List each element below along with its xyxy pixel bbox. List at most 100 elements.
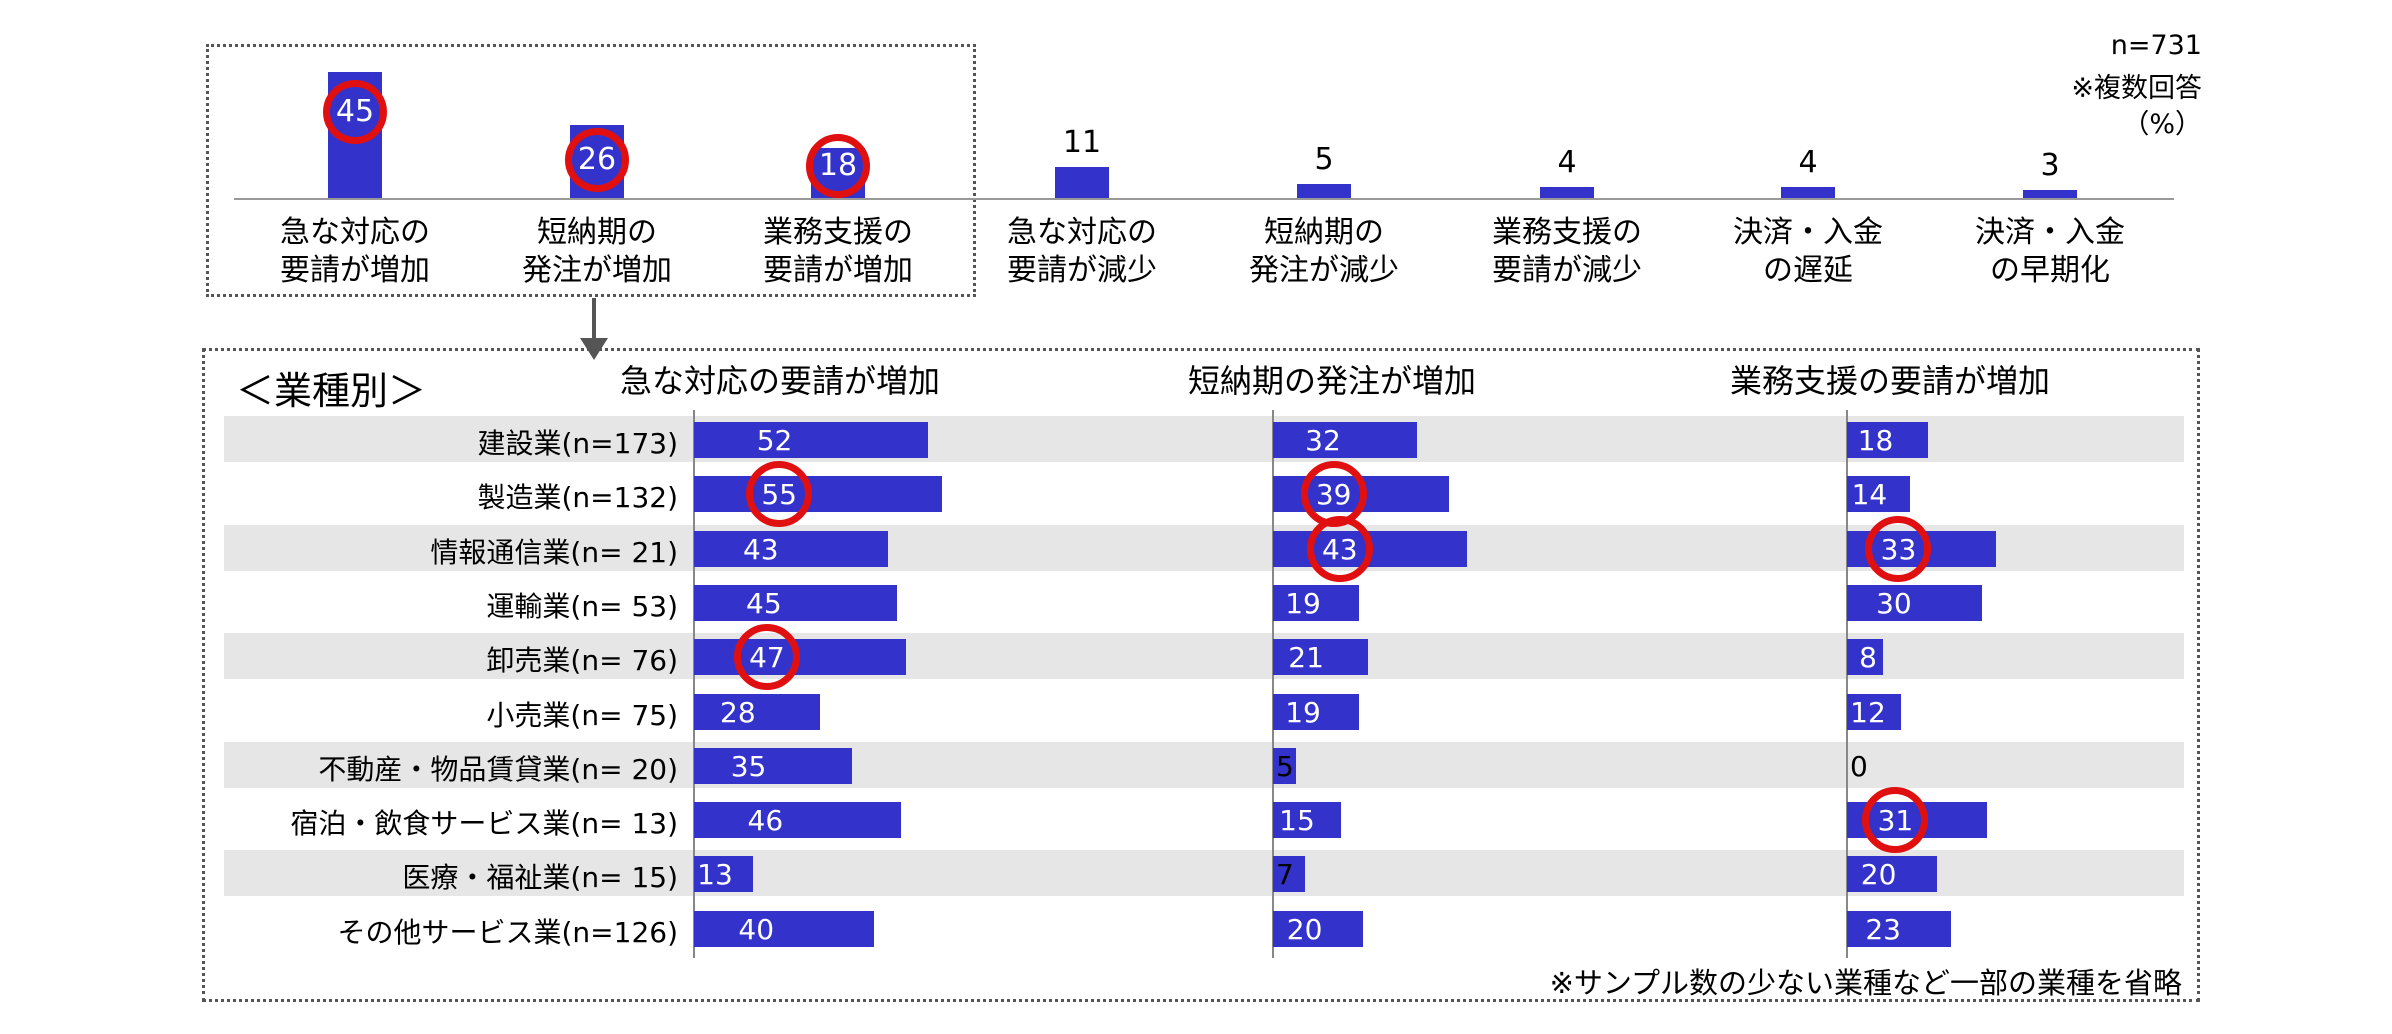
top-highlight-box [206,44,976,297]
industry-label: その他サービス業(n=126) [337,915,679,949]
highlight-circle [806,134,870,198]
industry-label: 卸売業(n= 76) [486,644,678,678]
industry-bar [694,856,753,893]
row-stripe [224,741,2184,788]
industry-bar-value: 13 [697,858,733,892]
top-bar-value: 4 [1557,144,1577,180]
top-category-label-line: 急な対応の [1007,215,1157,250]
industry-bar-value: 20 [1860,858,1897,892]
highlight-circle [746,461,813,528]
industry-label: 小売業(n= 75) [486,698,678,732]
industry-bar-value: 5 [1276,749,1294,783]
top-bar-value: 11 [1062,125,1102,161]
industry-panel-box [202,348,2200,1002]
industry-bar-value: 15 [1279,804,1315,838]
industry-bar [1273,584,1359,621]
industry-bar [694,476,942,513]
industry-bar-value: 43 [742,532,779,566]
top-baseline [234,198,2174,200]
highlight-circle [565,128,629,192]
panel-axis [1846,410,1848,958]
top-category-label-line: 発注が増加 [522,253,672,288]
industry-bar-value: 45 [746,586,782,620]
industry-bar-value: 18 [1857,424,1894,457]
top-category-label-line: の早期化 [1990,253,2110,288]
top-category-label-line: 短納期の [1264,215,1384,250]
highlight-circle [323,80,387,144]
industry-bar-value: 23 [1865,912,1901,946]
industry-bar [694,802,901,839]
notes: n=731 ※複数回答 （%） [1942,30,2202,150]
top-category-label-line: 要請が減少 [1007,253,1157,288]
industry-bar [1273,747,1296,784]
industry-bar [1847,693,1901,730]
industry-bar-value: 19 [1285,586,1321,620]
top-category-label-line: 決済・入金 [1975,215,2125,250]
industry-bar [694,584,897,621]
industry-bar-value: 7 [1276,858,1294,892]
industry-bar-value: 28 [720,695,756,729]
top-bar [1055,167,1109,198]
industry-label: 製造業(n=132) [477,481,679,515]
panel-axis [693,410,695,958]
top-category-label-line: 発注が減少 [1249,253,1399,288]
highlight-circle [1862,787,1929,854]
industry-bar-value: 21 [1288,641,1324,675]
industry-bar [1273,639,1368,676]
industry-bar [1847,422,1928,458]
top-bar-value: 5 [1314,142,1334,177]
top-category-label-line: 要請が減少 [1492,253,1642,288]
highlight-circle [733,624,800,691]
highlight-circle [1306,515,1373,582]
footnote: ※サンプル数の少ない業種など一部の業種を省略 [1549,966,2182,1000]
panel-title: 短納期の発注が増加 [1188,362,1477,400]
top-category-label: 業務支援の 要請が減少 [1457,214,1677,290]
industry-bar-value: 12 [1850,695,1886,729]
industry-bar [694,422,928,458]
top-category-label-line: 業務支援の [1492,215,1642,250]
industry-label: 医療・福祉業(n= 15) [402,861,678,895]
top-category-label: 短納期の 発注が減少 [1214,214,1434,290]
top-category-label-line: 要請が増加 [280,253,430,288]
industry-bar [1847,910,1951,947]
industry-bar-value: 0 [1850,749,1868,783]
industry-bar [694,530,888,567]
multiple-answer-note: ※複数回答 [2071,73,2202,104]
industry-bar [1847,476,1910,513]
highlight-circle [1865,515,1932,582]
industry-bar [1847,584,1982,621]
industry-bar [1273,422,1417,458]
industry-bar [694,693,820,730]
industry-bar [1273,802,1341,839]
industry-bar-value: 20 [1286,912,1323,946]
industry-label: 情報通信業(n= 21) [430,535,678,569]
panel-axis [1272,410,1274,958]
top-category-label: 急な対応の 要請が減少 [972,214,1192,290]
industry-bar [1847,639,1883,676]
panel-title: 業務支援の要請が増加 [1730,362,2051,400]
top-category-label-line: の遅延 [1763,253,1853,288]
unit-note: （%） [2122,109,2202,140]
industry-bar-value: 35 [730,749,767,783]
industry-label: 不動産・物品賃貸業(n= 20) [318,752,678,786]
industry-bar [694,747,852,784]
industry-label: 宿泊・飲食サービス業(n= 13) [290,807,678,841]
industry-bar-value: 32 [1305,424,1341,457]
overall-chart: 45 急な対応の 要請が増加 26 短納期の 発注が増加 18 業務支援の 要請が増加 11 急な対… [0,0,2392,300]
industry-label: 建設業(n=173) [477,427,679,460]
industry-bar-value: 19 [1285,695,1321,729]
industry-bar-value: 8 [1859,641,1877,675]
industry-label: 運輸業(n= 53) [486,589,678,623]
top-category-label: 決済・入金 の遅延 [1698,214,1918,290]
top-category-label-line: 急な対応の [280,215,430,250]
top-category-label-line: 要請が増加 [763,253,913,288]
top-category-label: 業務支援の 要請が増加 [728,214,948,290]
industry-bar [1273,910,1363,947]
industry-bar-value: 30 [1876,586,1912,620]
industry-bar-value: 14 [1851,478,1888,512]
industry-bar [1273,856,1305,893]
top-bar-value: 3 [2040,147,2060,183]
top-bar [1297,184,1351,198]
top-category-label: 決済・入金 の早期化 [1940,214,2160,290]
top-bar [1781,186,1835,198]
